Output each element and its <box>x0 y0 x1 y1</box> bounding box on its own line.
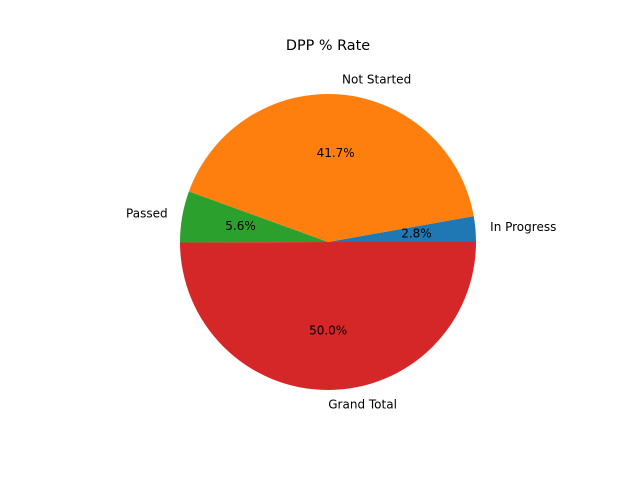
pie-slice-grand-total <box>180 242 476 390</box>
slice-label-in-progress: In Progress <box>490 220 556 234</box>
chart-title: DPP % Rate <box>286 38 370 54</box>
pct-label-in-progress: 2.8% <box>401 227 432 241</box>
pie-slice-passed <box>180 191 328 243</box>
pie-slice-not-started <box>188 93 474 242</box>
slice-label-not-started: Not Started <box>342 72 411 86</box>
pct-label-passed: 5.6% <box>225 219 256 233</box>
pct-label-grand-total: 50.0% <box>309 323 347 337</box>
pct-label-not-started: 41.7% <box>317 146 355 160</box>
slice-label-grand-total: Grand Total <box>328 397 397 411</box>
slice-label-passed: Passed <box>126 207 168 221</box>
pie-slice-in-progress <box>328 216 476 242</box>
